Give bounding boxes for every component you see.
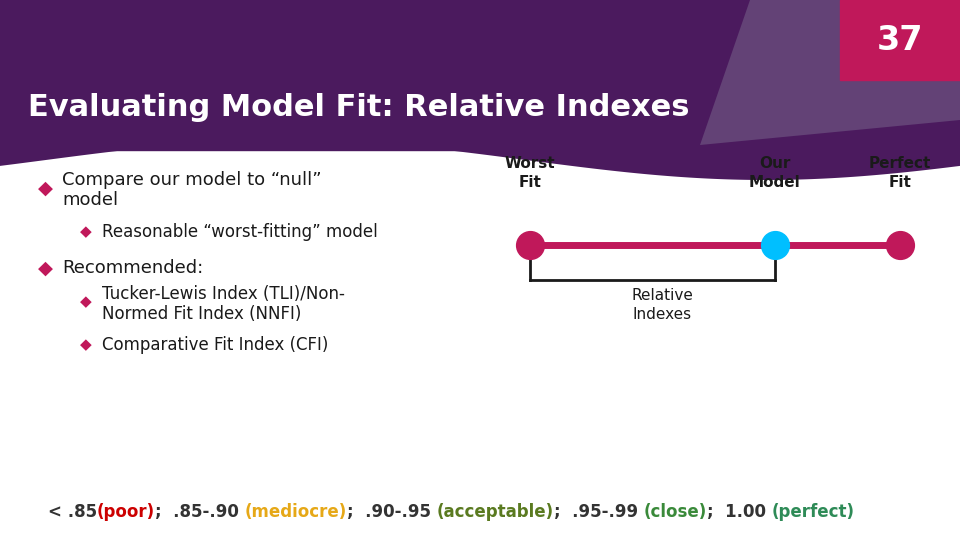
Text: Recommended:: Recommended:: [62, 259, 204, 277]
Text: (mediocre): (mediocre): [245, 503, 348, 521]
Text: Compare our model to “null”: Compare our model to “null”: [62, 171, 322, 189]
Polygon shape: [0, 0, 960, 180]
Text: < .85: < .85: [48, 503, 97, 521]
Text: model: model: [62, 191, 118, 209]
Bar: [840, 0, 960, 80]
Text: ◆: ◆: [80, 294, 92, 309]
Text: (close): (close): [644, 503, 708, 521]
Text: Comparative Fit Index (CFI): Comparative Fit Index (CFI): [102, 336, 328, 354]
Text: ◆: ◆: [80, 338, 92, 353]
Text: (poor): (poor): [97, 503, 156, 521]
Text: Normed Fit Index (NNFI): Normed Fit Index (NNFI): [102, 305, 301, 323]
Text: Reasonable “worst-fitting” model: Reasonable “worst-fitting” model: [102, 223, 377, 241]
Text: ;  .90-.95: ; .90-.95: [348, 503, 437, 521]
Text: ;  .95-.99: ; .95-.99: [554, 503, 644, 521]
Text: Tucker-Lewis Index (TLI)/Non-: Tucker-Lewis Index (TLI)/Non-: [102, 285, 345, 303]
Text: Perfect
Fit: Perfect Fit: [869, 157, 931, 190]
Bar: [0, 0, 960, 150]
Text: ;  .85-.90: ; .85-.90: [156, 503, 245, 521]
Polygon shape: [700, 0, 960, 145]
Text: Worst
Fit: Worst Fit: [505, 157, 555, 190]
Text: ◆: ◆: [80, 225, 92, 240]
Text: Evaluating Model Fit: Relative Indexes: Evaluating Model Fit: Relative Indexes: [28, 93, 689, 123]
Text: (perfect): (perfect): [772, 503, 854, 521]
Text: ;  1.00: ; 1.00: [708, 503, 772, 521]
Text: Our
Model: Our Model: [749, 157, 801, 190]
Text: Relative
Indexes: Relative Indexes: [632, 288, 693, 322]
Text: 37: 37: [876, 24, 924, 57]
Text: ◆: ◆: [38, 179, 53, 198]
Text: ◆: ◆: [38, 259, 53, 278]
Text: (acceptable): (acceptable): [437, 503, 554, 521]
